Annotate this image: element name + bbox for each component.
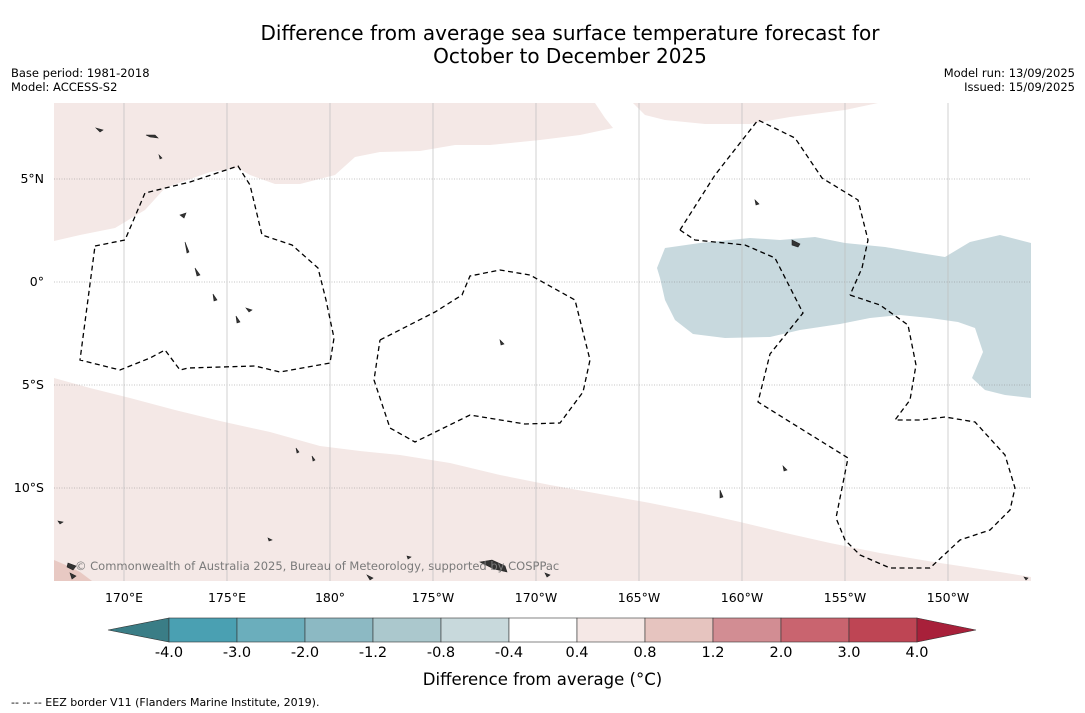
colorbar-segment	[576, 617, 646, 643]
lon-label-165w: 165°W	[617, 590, 661, 605]
warm-anomaly-north-east	[633, 103, 878, 124]
island-south-west-2	[66, 562, 77, 571]
meta-right: Model run: 13/09/2025 Issued: 15/09/2025	[944, 66, 1075, 94]
lon-label-155w: 155°W	[823, 590, 867, 605]
lat-label-0: 0°	[29, 274, 44, 289]
colorbar-segment	[712, 617, 782, 643]
eez-line-islands-central	[679, 229, 849, 519]
island-south-west-3	[69, 572, 77, 580]
island-samoa	[479, 559, 508, 573]
colorbar-tick: 3.0	[837, 645, 861, 661]
island-north-west-1	[145, 134, 159, 139]
island-south-1	[267, 537, 273, 542]
lat-label-10s: 10°S	[13, 480, 44, 495]
colorbar-tick: 1.2	[701, 645, 725, 661]
copyright-notice: © Commonwealth of Australia 2025, Bureau…	[75, 559, 560, 573]
lon-label-175e: 175°E	[207, 590, 246, 605]
colorbar-segment	[304, 617, 374, 643]
map-frame	[54, 103, 1031, 581]
map-title: Difference from average sea surface temp…	[0, 22, 1085, 68]
island-south-west-5	[311, 455, 316, 462]
lat-label-5s: 5°S	[21, 377, 44, 392]
island-chain-3	[212, 293, 218, 302]
meta-left: Base period: 1981-2018 Model: ACCESS-S2	[11, 66, 150, 94]
warm-anomaly-south	[54, 378, 1031, 581]
lon-label-150w: 150°W	[926, 590, 970, 605]
issued-date: Issued: 15/09/2025	[964, 80, 1075, 94]
title-line-2: October to December 2025	[433, 44, 707, 68]
lon-label-160w: 160°W	[720, 590, 764, 605]
colorbar-label: Difference from average (°C)	[422, 670, 663, 689]
island-tokelau	[499, 339, 505, 346]
base-period: Base period: 1981-2018	[11, 66, 150, 80]
colorbar-segments	[107, 617, 977, 643]
lon-label-175w: 175°W	[411, 590, 455, 605]
island-north-west-3	[158, 154, 163, 160]
colorbar-segment	[372, 617, 442, 643]
lon-label-170e: 170°E	[104, 590, 143, 605]
colorbar-tick: 0.8	[633, 645, 657, 661]
cool-anomaly-central-pacific	[657, 235, 1031, 398]
eez-footnote: -- -- -- EEZ border V11 (Flanders Marine…	[11, 696, 320, 709]
island-line-2	[791, 239, 801, 248]
colorbar-tick: -1.2	[358, 645, 388, 661]
island-north-west-2	[94, 127, 104, 133]
colorbar-segment	[644, 617, 714, 643]
islands	[57, 127, 1029, 581]
colorbar-segment	[848, 617, 918, 643]
island-chain-4	[235, 315, 241, 324]
colorbar-tick: 0.4	[565, 645, 589, 661]
eez-borders	[79, 119, 1016, 569]
model-run: Model run: 13/09/2025	[943, 66, 1075, 80]
island-tarawa	[179, 212, 187, 219]
colorbar-segment	[508, 617, 578, 643]
lon-label-180: 180°	[314, 590, 346, 605]
island-south-west-1	[57, 520, 64, 525]
colorbar-extend-high	[916, 617, 977, 643]
eez-line-islands-north	[679, 119, 869, 296]
island-chain-2	[194, 267, 201, 277]
colorbar-tick: -4.0	[154, 645, 184, 661]
island-south-3	[366, 574, 374, 581]
colorbar-segment	[168, 617, 238, 643]
colorbar-tick: -0.8	[426, 645, 456, 661]
colorbar	[107, 617, 977, 643]
colorbar-tick: -0.4	[494, 645, 524, 661]
island-line-1	[754, 199, 760, 206]
warm-anomaly-north	[54, 103, 613, 241]
lon-label-170w: 170°W	[514, 590, 558, 605]
colorbar-segment	[780, 617, 850, 643]
colorbar-tick: 4.0	[905, 645, 929, 661]
island-line-4	[719, 489, 724, 499]
colorbar-extend-low	[107, 617, 170, 643]
lat-label-5n: 5°N	[20, 171, 44, 186]
eez-phoenix-islands	[373, 269, 591, 443]
island-south-2	[406, 555, 412, 560]
island-line-3	[782, 465, 788, 472]
colorbar-tick: -2.0	[290, 645, 320, 661]
colorbar-segment	[440, 617, 510, 643]
island-chain-5	[245, 307, 253, 313]
title-line-1: Difference from average sea surface temp…	[260, 21, 880, 45]
island-chain-1	[184, 241, 190, 254]
island-east-1	[1023, 576, 1029, 581]
warm-anomaly-south-strong	[54, 560, 92, 581]
eez-line-islands-south	[835, 294, 1016, 569]
island-south-west-4	[295, 447, 300, 454]
model-name: Model: ACCESS-S2	[11, 80, 118, 94]
colorbar-tick: 2.0	[769, 645, 793, 661]
eez-tuvalu-kiribati-west	[79, 165, 335, 373]
meridians	[123, 103, 949, 581]
colorbar-tick: -3.0	[222, 645, 252, 661]
island-south-4	[544, 572, 551, 578]
colorbar-segment	[236, 617, 306, 643]
